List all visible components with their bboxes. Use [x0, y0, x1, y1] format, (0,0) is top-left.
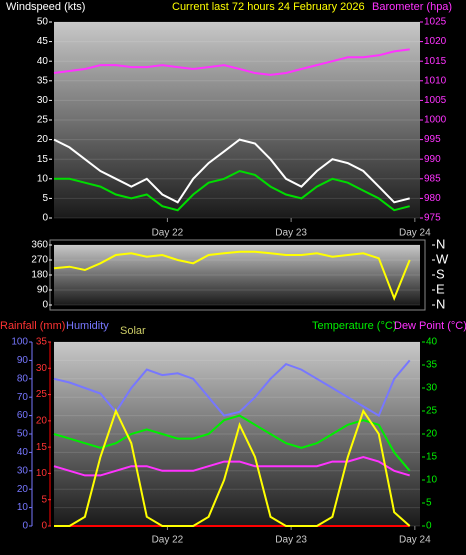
y2-tick-label: 1005	[424, 95, 447, 106]
y-tick-label: 50	[17, 429, 29, 440]
series-line	[53, 250, 411, 302]
y-tick-label: 90	[37, 285, 49, 296]
x-tick-label: Day 24	[399, 535, 431, 546]
x-tick-label: Day 22	[152, 228, 184, 239]
y2-tick-label: 20	[426, 429, 438, 440]
y3-tick-label: 20	[36, 415, 48, 426]
y3-tick-label: 5	[41, 494, 47, 505]
y-tick-label: 70	[17, 392, 29, 403]
y-tick-label: 360	[31, 240, 48, 251]
y2-tick-label: 5	[426, 498, 432, 509]
y2-tick-label: 990	[424, 154, 441, 165]
y2-tick-label: 995	[424, 134, 441, 145]
plot-area	[54, 22, 420, 218]
y2-tick-label: N	[436, 296, 445, 311]
x-tick-label: Day 23	[275, 535, 307, 546]
y3-tick-label: 0	[41, 521, 47, 532]
y-tick-label: 180	[31, 270, 48, 281]
y2-axis-label: Barometer (hpa)	[372, 1, 452, 13]
y2-tick-label: 0	[426, 521, 432, 532]
y-tick-label: 50	[37, 17, 49, 28]
y-tick-label: 0	[22, 521, 28, 532]
y-tick-label: 90	[17, 355, 29, 366]
y-tick-label: 80	[17, 373, 29, 384]
y2-tick-label: 975	[424, 213, 441, 224]
series-line	[53, 414, 411, 472]
y2-tick-label: 1020	[424, 36, 447, 47]
chart-title: Current last 72 hours 24 February 2026	[172, 1, 365, 13]
y-tick-label: 5	[42, 193, 48, 204]
y2-tick-label: W	[436, 251, 449, 266]
y2-axis-label: Temperature (°C)	[312, 320, 396, 332]
y-tick-label: 15	[37, 154, 49, 165]
y2-tick-label: 1025	[424, 17, 447, 28]
y-tick-label: 30	[37, 95, 49, 106]
y2-tick-label: E	[436, 281, 445, 296]
series-line	[53, 138, 410, 204]
series-line	[53, 359, 411, 418]
x-tick-label: Day 23	[275, 228, 307, 239]
y2-tick-label: 25	[426, 406, 438, 417]
y-tick-label: 10	[17, 502, 29, 513]
y-tick-label: 0	[42, 213, 48, 224]
y3-tick-label: 25	[36, 389, 48, 400]
y2-tick-label: 1015	[424, 56, 447, 67]
y-tick-label: 0	[42, 300, 48, 311]
y2-tick-label: 10	[426, 475, 438, 486]
y2-tick-label: 40	[426, 337, 438, 348]
x-tick-label: Day 24	[399, 228, 431, 239]
series-line	[53, 455, 410, 477]
y2-tick-label: 1010	[424, 75, 447, 86]
y2-tick-label: 1000	[424, 115, 447, 126]
y2-tick-label: 985	[424, 173, 441, 184]
y2-tick-label: N	[436, 236, 445, 251]
y-tick-label: 45	[37, 36, 49, 47]
solar-label: Solar	[120, 325, 146, 337]
y3-tick-label: 15	[36, 442, 48, 453]
y3-tick-label: 35	[36, 337, 48, 348]
y-tick-label: 20	[37, 134, 49, 145]
y-tick-label: 40	[37, 56, 49, 67]
dew-label: Dew Point (°C)	[394, 320, 466, 332]
x-tick-label: Day 22	[152, 535, 184, 546]
y2-tick-label: S	[436, 266, 445, 281]
y-tick-label: 100	[11, 337, 28, 348]
y-tick-label: 25	[37, 115, 49, 126]
y-tick-label: 60	[17, 410, 29, 421]
y-tick-label: 10	[37, 173, 49, 184]
series-line	[54, 169, 410, 212]
y2-tick-label: 30	[426, 383, 438, 394]
y-tick-label: 35	[37, 75, 49, 86]
y-tick-label: 40	[17, 447, 29, 458]
y3-tick-label: 10	[36, 468, 48, 479]
y2-tick-label: 15	[426, 452, 438, 463]
rain-label: Rainfall (mm)	[0, 320, 65, 332]
humidity-label: Humidity	[66, 320, 109, 332]
y-tick-label: 30	[17, 465, 29, 476]
y-tick-label: 270	[31, 255, 48, 266]
y2-tick-label: 35	[426, 360, 438, 371]
y2-tick-label: 980	[424, 193, 441, 204]
y-axis-label: Windspeed (kts)	[6, 1, 85, 13]
y-tick-label: 20	[17, 484, 29, 495]
series-line	[54, 408, 411, 527]
y3-tick-label: 30	[36, 363, 48, 374]
series-line	[53, 48, 410, 76]
